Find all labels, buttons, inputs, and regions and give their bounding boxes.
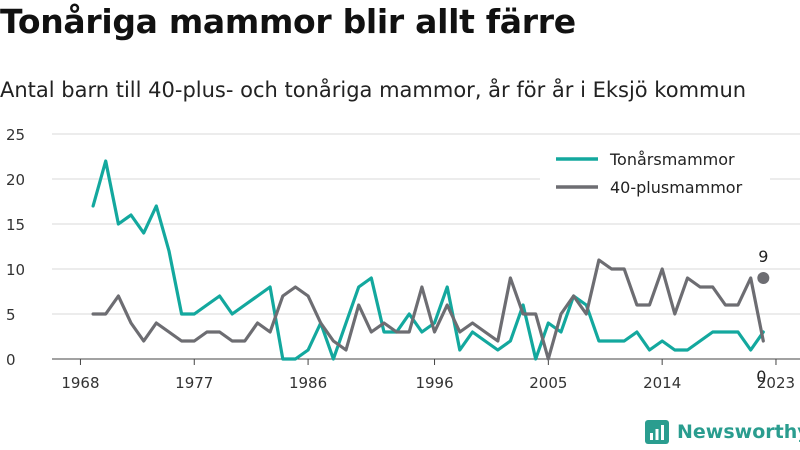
x-tick-label: 2014 [643, 374, 681, 392]
chart-legend: Tonårsmammor 40-plusmammor [540, 144, 770, 206]
y-tick-label: 10 [6, 261, 25, 279]
legend-background [540, 144, 770, 206]
x-tick-label: 1977 [175, 374, 213, 392]
newsworthy-logo-icon [645, 420, 669, 444]
x-tick-label: 1996 [415, 374, 453, 392]
x-tick-label: 2023 [757, 374, 795, 392]
legend-label: Tonårsmammor [609, 150, 735, 169]
x-tick-label: 2005 [529, 374, 567, 392]
y-tick-label: 15 [6, 216, 25, 234]
y-tick-label: 0 [6, 351, 16, 369]
newsworthy-logo: Newsworthy [645, 420, 800, 444]
x-tick-label: 1986 [289, 374, 327, 392]
series-line-tonarsmammor [91, 159, 765, 361]
end-marker-40-plusmammor [757, 272, 770, 284]
y-tick-label: 25 [6, 126, 25, 144]
y-tick-label: 20 [6, 171, 25, 189]
legend-label: 40-plusmammor [610, 178, 743, 197]
x-tick-label: 1968 [61, 374, 99, 392]
logo-text: Newsworthy [677, 421, 800, 443]
y-tick-label: 5 [6, 306, 16, 324]
end-label-40-plusmammor: 9 [758, 247, 768, 266]
end-label-tonarsmammor: 0 [756, 367, 766, 386]
chart-title: Tonåriga mammor blir allt färre [0, 2, 576, 41]
chart-subtitle: Antal barn till 40-plus- och tonåriga ma… [0, 78, 747, 102]
series-line-40-plusmammor [91, 258, 765, 361]
